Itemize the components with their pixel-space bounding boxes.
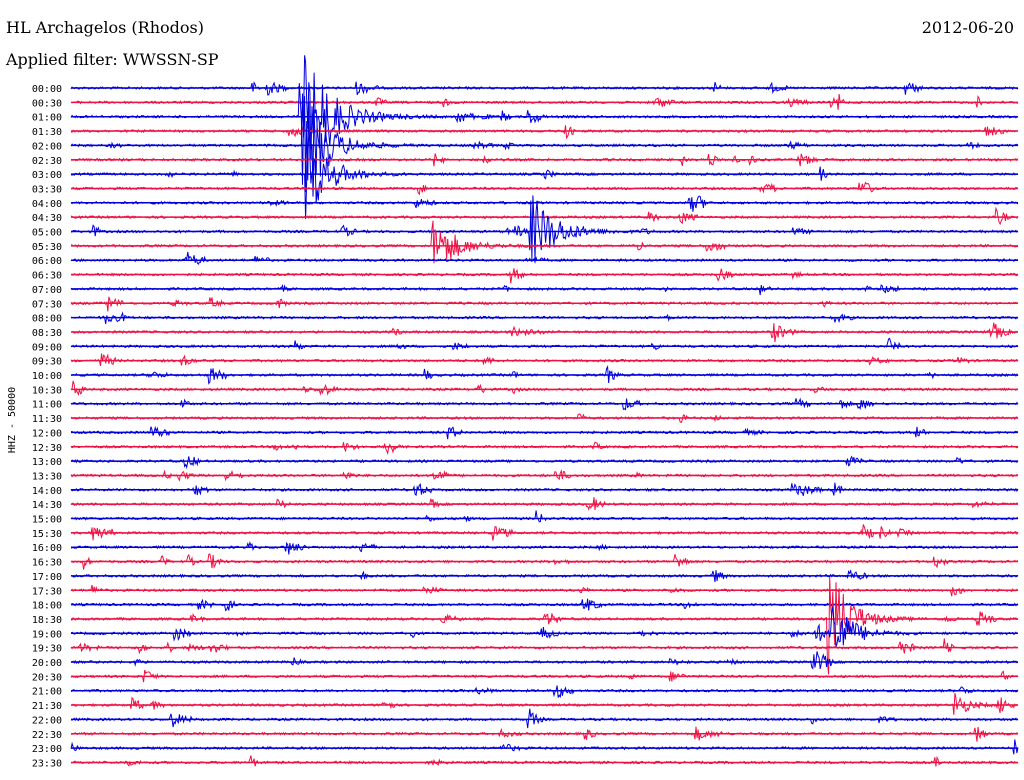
row-label-16: 08:00 [32,314,62,325]
trace-row-43 [70,693,1019,715]
row-label-22: 11:00 [32,400,62,411]
row-label-24: 12:00 [32,428,62,439]
row-label-2: 01:00 [32,113,62,124]
row-label-12: 06:00 [32,256,62,267]
trace-row-15 [70,296,1019,312]
trace-row-40 [70,651,1019,670]
row-label-19: 09:30 [32,357,62,368]
row-label-43: 21:30 [32,701,62,712]
row-label-5: 02:30 [32,156,62,167]
y-axis-label: HHZ - 50000 [7,387,18,453]
trace-group [70,55,1019,767]
row-label-14: 07:00 [32,285,62,296]
row-label-36: 18:00 [32,601,62,612]
row-label-29: 14:30 [32,500,62,511]
row-label-11: 05:30 [32,242,62,253]
row-label-23: 11:30 [32,414,62,425]
row-label-47: 23:30 [32,758,62,769]
trace-row-18 [70,337,1019,351]
row-label-39: 19:30 [32,644,62,655]
trace-row-2 [70,55,1019,185]
row-label-40: 20:00 [32,658,62,669]
row-label-33: 16:30 [32,558,62,569]
row-label-28: 14:00 [32,486,62,497]
row-label-37: 18:30 [32,615,62,626]
row-label-17: 08:30 [32,328,62,339]
trace-row-16 [70,311,1019,324]
row-label-20: 10:00 [32,371,62,382]
row-label-34: 17:00 [32,572,62,583]
trace-row-32 [70,541,1019,555]
row-label-25: 12:30 [32,443,62,454]
trace-row-44 [70,708,1019,729]
trace-row-13 [70,268,1019,284]
row-label-35: 17:30 [32,586,62,597]
row-label-41: 20:30 [32,672,62,683]
row-label-44: 22:00 [32,715,62,726]
record-date: 2012-06-20 [921,18,1014,37]
trace-row-46 [70,739,1019,755]
trace-row-30 [70,510,1019,523]
trace-row-14 [70,284,1019,296]
row-label-31: 15:30 [32,529,62,540]
time-label-group: 00:00 00:30 01:00 01:30 02:00 02:30 03:00 03:30… [32,84,62,769]
trace-row-38 [70,606,1019,647]
row-label-27: 13:30 [32,471,62,482]
row-label-13: 06:30 [32,271,62,282]
row-label-3: 01:30 [32,127,62,138]
row-label-10: 05:00 [32,228,62,239]
row-label-7: 03:30 [32,184,62,195]
row-label-1: 00:30 [32,98,62,109]
row-label-42: 21:00 [32,687,62,698]
trace-row-42 [70,685,1019,699]
trace-row-25 [70,441,1019,456]
row-label-0: 00:00 [32,84,62,95]
trace-row-47 [70,755,1018,767]
filter-label: Applied filter: WWSSN-SP [6,50,219,69]
trace-row-19 [70,353,1019,366]
row-label-18: 09:00 [32,342,62,353]
trace-row-17 [70,322,1018,343]
row-label-26: 13:00 [32,457,62,468]
row-label-4: 02:00 [32,141,62,152]
trace-row-39 [70,638,1019,655]
row-label-46: 23:00 [32,744,62,755]
row-label-38: 19:00 [32,629,62,640]
row-label-9: 04:30 [32,213,62,224]
row-label-45: 22:30 [32,730,62,741]
row-label-6: 03:00 [32,170,62,181]
row-label-21: 10:30 [32,385,62,396]
trace-row-37 [70,576,1019,675]
row-label-8: 04:00 [32,199,62,210]
row-label-32: 16:00 [32,543,62,554]
trace-row-10 [70,195,1019,261]
row-label-30: 15:00 [32,515,62,526]
trace-row-6 [70,137,1019,220]
trace-row-21 [70,380,1019,397]
trace-row-12 [70,251,1019,266]
row-label-15: 07:30 [32,299,62,310]
trace-row-8 [70,195,1019,212]
trace-row-4 [70,93,1019,193]
station-title: HL Archagelos (Rhodos) [6,18,204,37]
